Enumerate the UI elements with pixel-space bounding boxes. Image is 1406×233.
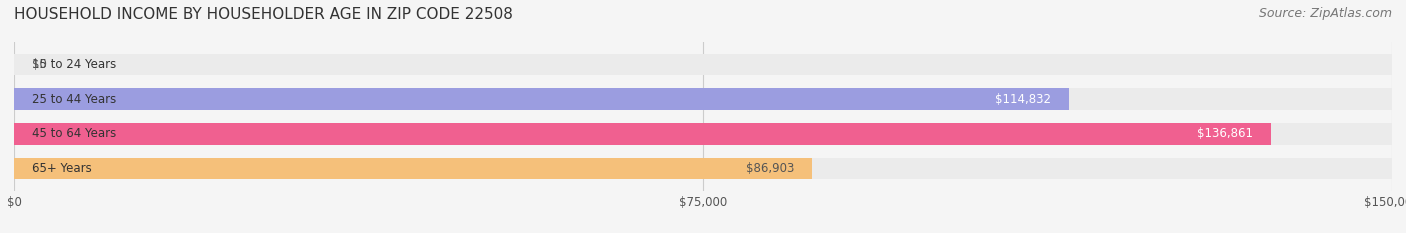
Text: 65+ Years: 65+ Years (32, 162, 93, 175)
Bar (14, 123, 1271, 145)
Text: $114,832: $114,832 (994, 93, 1050, 106)
Text: $0: $0 (32, 58, 48, 71)
Text: Source: ZipAtlas.com: Source: ZipAtlas.com (1258, 7, 1392, 20)
Text: 25 to 44 Years: 25 to 44 Years (32, 93, 117, 106)
Bar (14, 54, 1392, 75)
Bar (14, 88, 1392, 110)
Text: 45 to 64 Years: 45 to 64 Years (32, 127, 117, 140)
Text: 15 to 24 Years: 15 to 24 Years (32, 58, 117, 71)
Text: $86,903: $86,903 (745, 162, 794, 175)
Text: HOUSEHOLD INCOME BY HOUSEHOLDER AGE IN ZIP CODE 22508: HOUSEHOLD INCOME BY HOUSEHOLDER AGE IN Z… (14, 7, 513, 22)
Bar (14, 123, 1392, 145)
Bar (14, 158, 813, 179)
Bar (14, 88, 1069, 110)
Text: $136,861: $136,861 (1197, 127, 1253, 140)
Bar (14, 158, 1392, 179)
